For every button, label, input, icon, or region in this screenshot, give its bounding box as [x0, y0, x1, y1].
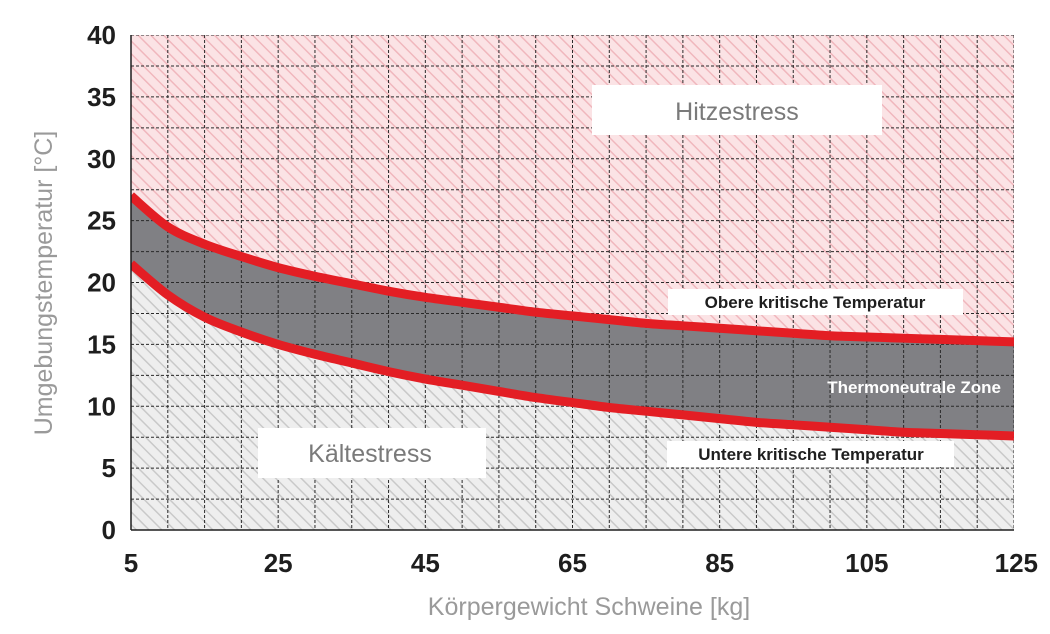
x-tick-label: 45 [411, 548, 440, 578]
thermoneutral-zone-label: Thermoneutrale Zone [827, 378, 1001, 397]
y-tick-label: 35 [87, 82, 116, 112]
y-tick-label: 15 [87, 329, 116, 359]
x-tick-label: 85 [705, 548, 734, 578]
x-tick-label: 65 [558, 548, 587, 578]
lower-critical-temperature-line [131, 260, 1014, 441]
x-tick-label: 5 [124, 548, 138, 578]
x-tick-label: 25 [264, 548, 293, 578]
y-tick-label: 25 [87, 206, 116, 236]
lower-curve-label: Untere kritische Temperatur [698, 445, 924, 464]
x-tick-label: 125 [995, 548, 1038, 578]
x-tick-label: 105 [845, 548, 888, 578]
y-tick-labels: 0 5 10 15 20 25 30 35 40 [87, 20, 116, 545]
y-axis-title: Umgebungstemperatur [°C] [30, 131, 58, 436]
lower-curve-label-box: Untere kritische Temperatur [667, 441, 954, 467]
heat-stress-label-box: Hitzestress [592, 85, 882, 135]
cold-stress-label: Kältestress [308, 440, 432, 468]
upper-curve-label-box: Obere kritische Temperatur [668, 289, 963, 315]
y-tick-label: 20 [87, 268, 116, 298]
upper-critical-temperature-line [131, 192, 1014, 347]
x-tick-labels: 5 25 45 65 85 105 125 [124, 548, 1038, 578]
x-axis-title: Körpergewicht Schweine [kg] [428, 593, 750, 621]
y-tick-label: 5 [102, 453, 116, 483]
upper-curve-label: Obere kritische Temperatur [705, 293, 926, 312]
cold-stress-label-box: Kältestress [258, 428, 486, 478]
y-tick-label: 40 [87, 20, 116, 50]
heat-stress-label: Hitzestress [675, 98, 799, 126]
y-tick-label: 0 [102, 515, 116, 545]
y-tick-label: 30 [87, 144, 116, 174]
y-tick-label: 10 [87, 391, 116, 421]
